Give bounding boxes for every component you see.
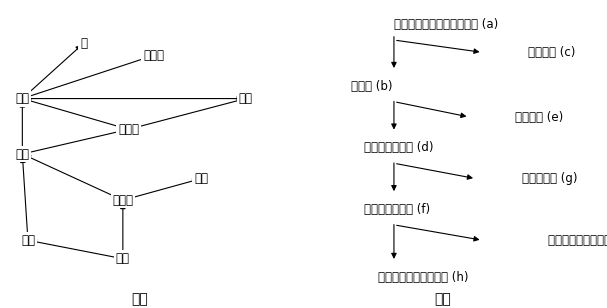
Text: 被植食动物摄入 (d): 被植食动物摄入 (d) — [364, 141, 434, 154]
Text: 蚕蜘: 蚕蜘 — [15, 92, 29, 105]
Text: 蜘蛛: 蜘蛛 — [15, 148, 29, 160]
Text: 未被摄入 (e): 未被摄入 (e) — [515, 111, 563, 124]
Text: 植食动物呼吸消耗量 (i): 植食动物呼吸消耗量 (i) — [548, 234, 607, 247]
Text: 植物: 植物 — [116, 252, 130, 265]
Text: 植食动物有机物积累量 (h): 植食动物有机物积累量 (h) — [378, 271, 468, 284]
Text: 叶状虫: 叶状虫 — [112, 194, 134, 207]
Text: 植食动物同化量 (f): 植食动物同化量 (f) — [364, 203, 430, 216]
Text: 蛇: 蛇 — [80, 37, 87, 50]
Text: 图二: 图二 — [435, 292, 452, 306]
Text: 不可利用 (c): 不可利用 (c) — [528, 46, 575, 59]
Text: 蜜雀: 蜜雀 — [194, 172, 208, 185]
Text: 伯劳鸟: 伯劳鸟 — [143, 49, 164, 62]
Text: 植物光合作用累积的有机物 (a): 植物光合作用累积的有机物 (a) — [394, 18, 498, 31]
Text: 甲虫: 甲虫 — [21, 234, 35, 247]
Text: 未被同化量 (g): 未被同化量 (g) — [522, 172, 577, 185]
Text: 可利用 (b): 可利用 (b) — [351, 80, 393, 93]
Text: 知更鸟: 知更鸟 — [118, 123, 139, 136]
Text: 袋遨: 袋遨 — [239, 92, 253, 105]
Text: 图一: 图一 — [131, 292, 148, 306]
